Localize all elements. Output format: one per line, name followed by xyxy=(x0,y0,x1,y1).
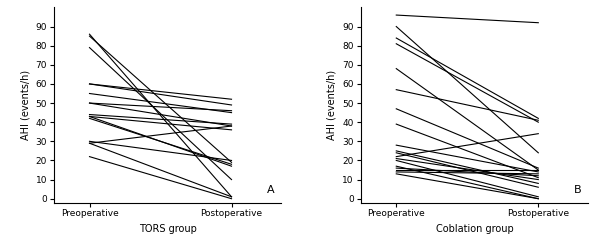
Y-axis label: AHI (events/h): AHI (events/h) xyxy=(20,70,30,140)
Y-axis label: AHI (events/h): AHI (events/h) xyxy=(327,70,337,140)
Text: A: A xyxy=(267,185,274,195)
Text: B: B xyxy=(574,185,581,195)
X-axis label: Coblation group: Coblation group xyxy=(436,224,513,234)
X-axis label: TORS group: TORS group xyxy=(139,224,197,234)
